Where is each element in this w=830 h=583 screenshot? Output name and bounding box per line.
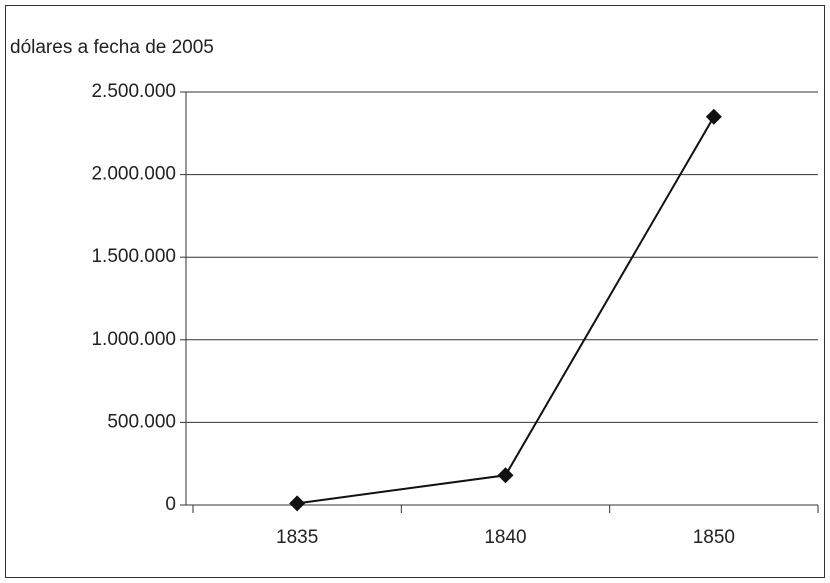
y-tick-label: 1.000.000 [91, 329, 176, 350]
y-tick-label: 1.500.000 [91, 246, 176, 267]
data-point [705, 108, 722, 125]
x-tick-label: 1840 [484, 527, 526, 548]
y-axis-label: dólares a fecha de 2005 [10, 37, 214, 58]
x-tick-label: 1835 [276, 527, 318, 548]
data-point [497, 467, 514, 484]
y-tick-label: 2.500.000 [91, 81, 176, 102]
y-tick-label: 500.000 [107, 411, 176, 432]
data-point [289, 495, 306, 512]
y-tick-label: 0 [165, 494, 176, 515]
chart-border [5, 5, 825, 578]
x-tick-label: 1850 [693, 527, 735, 548]
y-tick-label: 2.000.000 [91, 164, 176, 185]
